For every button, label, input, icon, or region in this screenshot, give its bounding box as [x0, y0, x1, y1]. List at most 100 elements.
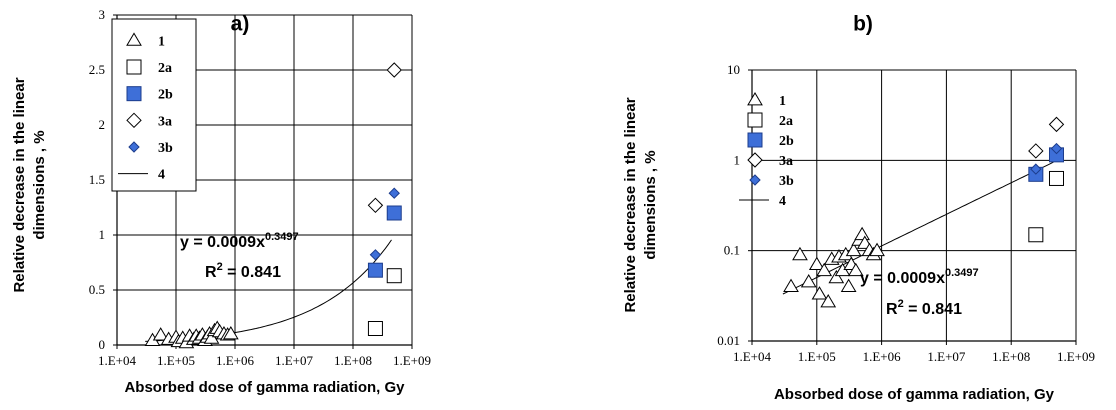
data-point-3b	[388, 187, 400, 199]
series-1	[144, 320, 239, 349]
x-tick-label: 1.E+06	[863, 349, 902, 364]
fit-line-series-4	[145, 239, 392, 342]
series-2a	[367, 268, 402, 336]
legend-label: 1	[158, 34, 165, 49]
y-tick-label: 3	[99, 7, 106, 22]
series-2b	[367, 205, 402, 278]
data-point-1	[808, 256, 825, 271]
x-tick-label: 1.E+09	[393, 353, 431, 368]
legend-swatch-2a	[747, 112, 763, 128]
data-point-1	[792, 246, 808, 261]
data-point-1	[816, 262, 833, 277]
legend-swatch-3a	[126, 112, 142, 129]
data-point-2b	[386, 205, 402, 221]
data-point-3a	[386, 62, 402, 78]
data-point-1	[152, 327, 169, 341]
y-tick-label: 1.5	[89, 172, 105, 187]
x-tick-label: 1.E+07	[927, 349, 966, 364]
series-1	[783, 226, 885, 308]
data-point-2a	[367, 321, 383, 336]
legend-label: 2a	[779, 114, 793, 129]
legend-swatch-2b	[126, 86, 142, 102]
legend-label: 2b	[779, 134, 794, 149]
y-tick-label: 0.01	[717, 333, 740, 348]
data-point-1	[783, 278, 799, 293]
data-point-1	[828, 269, 845, 284]
x-tick-label: 1.E+07	[275, 353, 314, 368]
y-axis-title-line: Relative decrease in the linear	[11, 77, 28, 292]
y-tick-label: 0	[99, 337, 106, 352]
legend-box	[111, 18, 197, 192]
y-tick-label: 1	[734, 152, 741, 167]
data-point-1	[847, 262, 864, 277]
data-point-1	[203, 330, 220, 344]
legend-label: 3b	[158, 141, 173, 156]
legend-swatch-3b	[128, 141, 140, 153]
x-axis-title: Absorbed dose of gamma radiation, Gy	[774, 386, 1055, 403]
chart-panel-b: b) 1.E+04 1.E+05 1.E+06 1.E+07 1.E+08 1.E+09 0.…	[622, 13, 1095, 403]
y-tick-label: 0.1	[724, 243, 740, 258]
series-3b	[369, 187, 400, 261]
r-squared: R2 = 0.841	[886, 298, 962, 318]
panel-label: b)	[853, 13, 873, 36]
legend-swatch-2a	[126, 59, 142, 75]
y-axis-title-line: Relative decrease in the linear	[622, 97, 639, 312]
legend-swatch-1	[126, 32, 142, 46]
data-point-1	[222, 326, 239, 340]
data-point-3a	[367, 197, 384, 214]
y-tick-label: 10	[727, 62, 740, 77]
legend-label: 4	[158, 168, 165, 183]
x-tick-label: 1.E+04	[733, 349, 772, 364]
legend-swatch-3a	[747, 152, 763, 168]
legend-swatch-3b	[749, 174, 761, 186]
legend-label: 2a	[158, 61, 172, 76]
data-point-1	[845, 242, 862, 257]
x-tick-label: 1.E+05	[157, 353, 195, 368]
series-3a	[1028, 116, 1065, 159]
data-point-1	[854, 226, 870, 241]
legend-swatch-1	[747, 92, 763, 106]
legend-label: 3b	[779, 174, 794, 189]
r-squared: R2 = 0.841	[205, 261, 281, 281]
legend: 1 2a 2b 3a 3b 4	[111, 18, 197, 192]
y-axis-title-line: dimensions , %	[31, 130, 48, 239]
data-point-1	[820, 294, 837, 308]
y-tick-label: 2	[99, 117, 106, 132]
series-2a	[1028, 170, 1064, 243]
data-point-2a	[1028, 227, 1044, 243]
panel-label: a)	[231, 13, 250, 36]
data-point-3a	[1048, 116, 1065, 133]
data-point-1	[840, 278, 857, 293]
data-point-1	[800, 274, 817, 288]
x-tick-label: 1.E+09	[1057, 349, 1095, 364]
y-tick-label: 0.5	[89, 282, 105, 297]
data-point-3b	[1050, 142, 1063, 155]
fit-equation: y = 0.0009x0.3497	[860, 267, 979, 287]
data-point-2a	[1048, 170, 1064, 186]
x-tick-label: 1.E+08	[992, 349, 1030, 364]
data-point-3b	[1030, 163, 1042, 175]
legend-label: 4	[779, 194, 786, 209]
x-tick-label: 1.E+08	[334, 353, 372, 368]
x-axis-title: Absorbed dose of gamma radiation, Gy	[124, 379, 405, 396]
fit-equation: y = 0.0009x0.3497	[180, 231, 299, 251]
legend: 1 2a 2b 3a 3b 4	[739, 92, 794, 209]
series-3a	[367, 62, 402, 214]
legend-swatch-2b	[747, 132, 763, 148]
x-tick-label: 1.E+04	[98, 353, 137, 368]
legend-label: 3a	[158, 114, 172, 129]
y-axis-title-line: dimensions , %	[642, 150, 659, 259]
data-point-2b	[367, 262, 383, 278]
series-3b	[1030, 142, 1063, 175]
data-point-1	[811, 286, 828, 300]
y-axis-title: Relative decrease in the linear dimension…	[622, 97, 659, 312]
data-point-3b	[369, 249, 382, 261]
data-point-2a	[386, 268, 402, 284]
chart-panel-a: a) 1.E+04 1.E+05 1.E+06 1.E+07 1.E+08 1.E+09 0 0…	[11, 7, 431, 396]
y-axis-title: Relative decrease in the linear dimension…	[11, 77, 48, 292]
y-tick-label: 2.5	[89, 62, 105, 77]
legend-label: 1	[779, 94, 786, 109]
data-point-1	[869, 242, 885, 257]
data-point-3a	[1028, 143, 1044, 159]
